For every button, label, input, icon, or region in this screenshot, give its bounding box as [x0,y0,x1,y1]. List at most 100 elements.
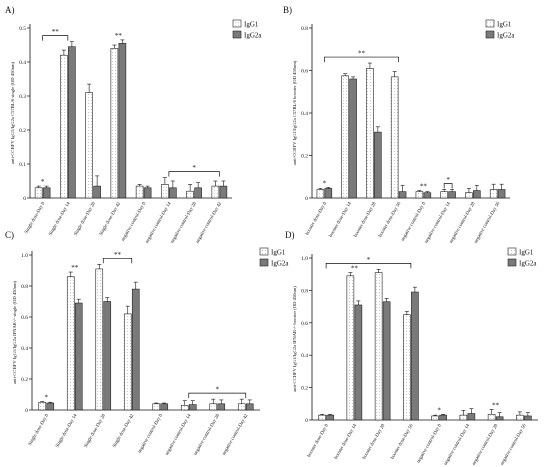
x-tick-label: negative control-Day 28 [449,201,477,244]
y-axis-label: anti-CCHFV IgG1/IgG2a C57BL/6 single (OD… [10,61,15,164]
y-tick-label: 0.8 [21,284,28,290]
chart-panel-2: B) 0 0.2 0.4 0.6 0.8 anti-CCHFV IgG1/IgG2a C57… [283,5,515,244]
y-tick-label: 0.8 [301,26,308,32]
bar-igg1-5 [135,185,144,199]
legend-swatch-igg1 [485,19,495,28]
y-tick-label: 0.5 [19,26,26,32]
bar-igg1-6 [180,405,189,411]
bar-igg1-3 [366,68,374,199]
legend-label-igg1: IgG1 [497,21,512,29]
bar-igg2a-5 [423,192,432,199]
x-tick-label: negative control-Day 28 [193,413,221,456]
bar-igg1-8 [211,185,220,199]
y-tick-label: 0.2 [19,128,26,134]
bar-igg1-7 [465,192,473,199]
x-tick-label: negative control-Day 42 [195,201,223,244]
bar-igg2a-3 [374,131,382,199]
x-tick-label: booster dose-Day 28 [353,201,377,238]
bar-igg1-1 [318,414,326,421]
y-tick-label: 0.1 [19,162,26,168]
bar-igg1-2 [346,275,355,421]
y-tick-label: 1.0 [21,253,28,259]
x-tick-label: Single dose-Day 0 [24,201,46,235]
significance-bracket [325,262,412,269]
bar-igg2a-5 [160,403,169,411]
y-tick-label: 1.0 [301,256,308,262]
bar-igg2a-3 [93,185,101,199]
x-tick-label: Single dose-Day 42 [99,201,123,237]
x-tick-label: Single dose-Day 0 [28,413,50,447]
bar-igg1-3 [374,272,383,421]
legend-swatch-igg1 [507,247,517,256]
significance-bracket [188,392,247,399]
y-axis-label: anti-CCHFV IgG1/IgG2a IFNAR-/- single (O… [12,280,17,384]
bar-igg2a-1 [324,188,333,199]
bar-igg2a-1 [326,414,334,421]
bar-igg2a-7 [495,416,504,421]
x-tick-label: negative control-Day 0 [416,423,443,464]
bar-igg2a-6 [467,413,476,421]
bar-igg2a-4 [398,191,407,199]
bar-igg1-1 [38,401,47,411]
panel-label: B) [283,5,292,15]
bar-igg2a-2 [68,46,76,199]
significance-star: ** [115,32,123,40]
y-tick-label: 0.3 [19,94,26,100]
panel-label: D) [285,230,295,240]
bar-igg2a-4 [131,288,140,411]
x-tick-label: booster dose-Day 0 [307,423,330,458]
bar-igg2a-2 [74,302,83,411]
y-tick-label: 0.6 [21,315,28,321]
x-tick-label: negative control-Day 0 [401,201,428,242]
y-tick-label: 0.4 [19,60,26,66]
bar-igg1-4 [403,314,411,421]
bar-igg1-2 [60,54,68,199]
bar-igg1-1 [316,189,325,199]
chart-panel-1: A) 0 0.1 0.2 0.3 0.4 0.5 anti-CCHFV IgG1/IgG2a … [5,5,262,244]
x-tick-label: negative control-Day 28 [170,201,198,244]
legend-swatch-igg2a [259,258,269,267]
x-tick-label: negative control-Day 14 [165,413,193,456]
bar-igg2a-8 [245,403,254,411]
bar-igg1-6 [161,184,169,199]
bar-igg2a-8 [497,189,506,199]
significance-star: * [446,176,450,184]
legend-label-igg1: IgG1 [271,249,286,257]
y-tick-label: 0.4 [21,346,28,352]
bar-igg2a-8 [524,415,532,421]
panel-label: A) [5,5,15,15]
y-tick-label: 0 [25,408,28,414]
y-tick-label: 0.4 [301,353,308,359]
bar-igg1-8 [237,403,246,411]
bar-igg2a-7 [194,187,202,199]
y-tick-label: 0.2 [301,154,308,160]
significance-bracket [443,183,453,189]
significance-star: * [437,406,441,414]
bar-igg2a-3 [103,301,112,411]
bar-igg1-1 [34,187,43,199]
chart-panel-3: C) 0 0.2 0.4 0.6 0.8 1.0 anti-CCHFV IgG1/IgG2a … [5,230,289,456]
bar-igg2a-6 [188,404,197,411]
bar-igg1-7 [209,403,218,411]
significance-star: * [45,393,49,401]
y-tick-label: 0.6 [301,69,308,75]
bar-igg2a-6 [448,191,456,199]
bar-igg1-3 [85,92,93,199]
bar-igg1-7 [487,414,496,421]
legend-swatch-igg2a [507,258,517,267]
panel-label: C) [5,230,14,240]
x-tick-label: Single dose-Day 14 [55,413,79,449]
x-tick-label: booster dose-Day 28 [362,423,386,460]
bar-igg2a-4 [118,42,127,199]
x-tick-label: negative control-Day 14 [145,201,173,244]
x-tick-label: negative control-Day 56 [500,423,528,466]
y-axis-label: anti-CCHFV IgG1/IgG2a C57BL/6 booster (O… [292,60,297,165]
significance-bracket [102,257,133,264]
bar-igg1-5 [152,403,161,411]
bar-igg2a-3 [382,301,391,421]
bar-igg1-2 [66,276,75,411]
y-tick-label: 0 [305,418,308,424]
legend-swatch-igg2a [485,30,495,39]
x-tick-label: booster dose-Day 56 [390,423,414,460]
